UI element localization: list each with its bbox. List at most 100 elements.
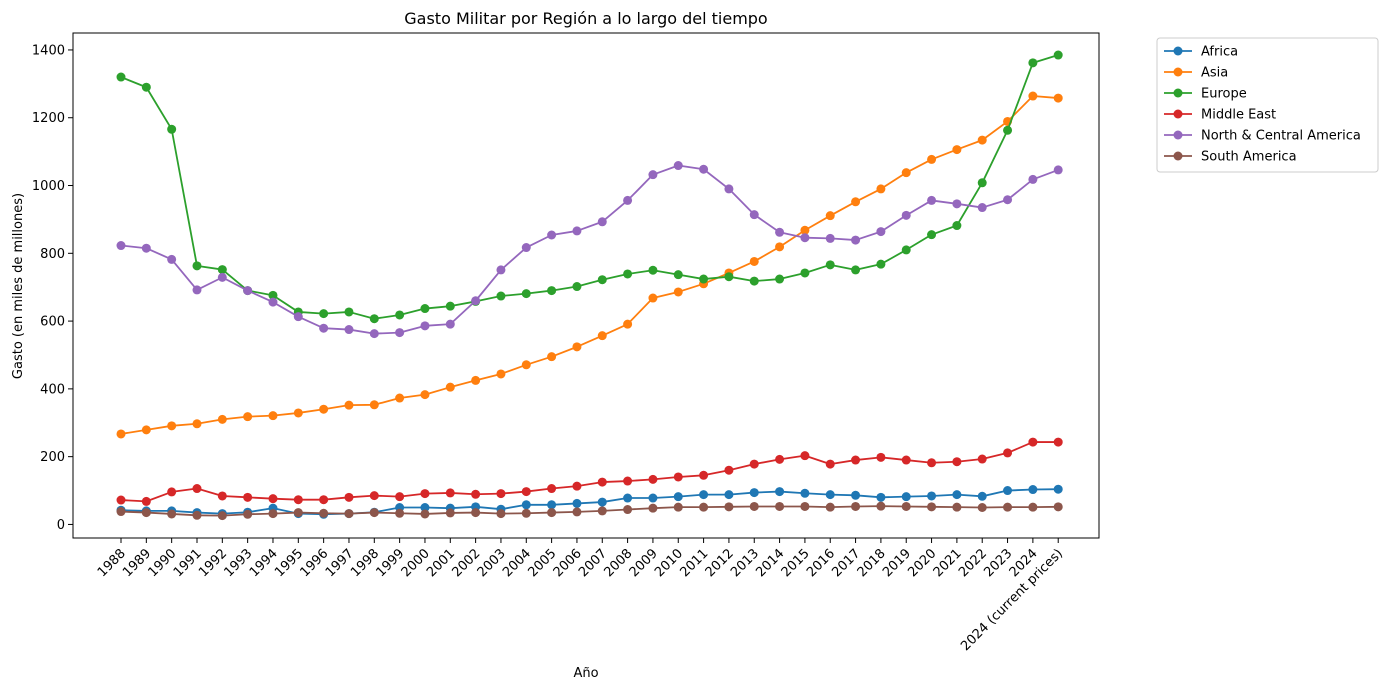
data-point <box>901 492 911 502</box>
series-europe <box>116 50 1063 324</box>
data-point <box>420 321 430 331</box>
data-point <box>749 276 759 286</box>
data-point <box>800 501 810 511</box>
x-tick-label: 1991 <box>171 546 205 580</box>
x-tick-label: 2004 <box>500 546 534 580</box>
data-point <box>521 360 531 370</box>
x-tick-label: 2006 <box>551 546 585 580</box>
data-point <box>268 494 278 504</box>
data-point <box>876 492 886 502</box>
data-point <box>597 506 607 516</box>
data-point <box>1053 484 1063 494</box>
data-point <box>1028 437 1038 447</box>
data-point <box>800 451 810 461</box>
data-point <box>1003 195 1013 205</box>
data-point <box>952 145 962 155</box>
data-point <box>749 501 759 511</box>
data-point <box>927 230 937 240</box>
data-point <box>1028 91 1038 101</box>
data-point <box>1053 165 1063 175</box>
data-point <box>319 404 329 414</box>
x-tick-label: 2003 <box>475 546 509 580</box>
data-point <box>395 310 405 320</box>
data-point <box>319 323 329 333</box>
data-point <box>1003 125 1013 135</box>
x-tick-label: 2008 <box>601 546 635 580</box>
data-point <box>749 488 759 498</box>
data-point <box>496 265 506 275</box>
data-point <box>1003 486 1013 496</box>
data-point <box>572 498 582 508</box>
data-point <box>825 233 835 243</box>
data-point <box>749 256 759 266</box>
y-axis: 0 200 400 600 800 1000 1200 1400 <box>32 43 73 533</box>
data-point <box>851 265 861 275</box>
data-point <box>623 269 633 279</box>
data-point <box>116 241 126 251</box>
data-point <box>293 495 303 505</box>
data-point <box>977 454 987 464</box>
data-point <box>1003 448 1013 458</box>
data-point <box>496 489 506 499</box>
data-point <box>268 297 278 307</box>
data-point <box>825 459 835 469</box>
data-point <box>952 502 962 512</box>
series-south-america <box>116 501 1063 521</box>
data-point <box>369 314 379 324</box>
data-point <box>699 490 709 500</box>
data-point <box>167 509 177 519</box>
data-point <box>775 487 785 497</box>
data-point <box>268 411 278 421</box>
data-point <box>699 274 709 284</box>
x-tick-label: 2021 <box>931 546 965 580</box>
data-point <box>116 507 126 517</box>
legend-label: Europe <box>1201 87 1247 102</box>
data-point <box>192 510 202 520</box>
data-point <box>344 509 354 519</box>
x-tick-label: 2000 <box>399 546 433 580</box>
data-point <box>952 221 962 231</box>
data-point <box>445 301 455 311</box>
data-point <box>724 272 734 282</box>
y-tick-label: 1400 <box>32 43 65 58</box>
data-point <box>344 400 354 410</box>
data-point <box>395 492 405 502</box>
data-point <box>572 481 582 491</box>
data-point <box>851 455 861 465</box>
data-point <box>572 226 582 236</box>
y-tick-label: 800 <box>40 247 65 262</box>
data-point <box>141 425 151 435</box>
data-point <box>369 491 379 501</box>
data-point <box>825 260 835 270</box>
data-point <box>572 342 582 352</box>
data-point <box>319 495 329 505</box>
data-point <box>749 459 759 469</box>
data-point <box>192 261 202 271</box>
data-point <box>521 508 531 518</box>
data-point <box>623 493 633 503</box>
data-point <box>724 184 734 194</box>
x-tick-label: 2019 <box>880 546 914 580</box>
y-tick-label: 600 <box>40 315 65 330</box>
data-point <box>673 492 683 502</box>
data-point <box>775 274 785 284</box>
data-point <box>521 487 531 497</box>
data-point <box>825 490 835 500</box>
plot-area-frame <box>72 32 1100 539</box>
x-tick-label: 1989 <box>120 546 154 580</box>
data-point <box>699 502 709 512</box>
data-point <box>420 390 430 400</box>
legend-entry: North & Central America <box>1164 129 1361 144</box>
series-line <box>120 164 1059 335</box>
data-point <box>901 501 911 511</box>
data-point <box>800 225 810 235</box>
data-point <box>800 233 810 243</box>
data-point <box>623 505 633 515</box>
data-point <box>851 501 861 511</box>
x-axis: 1988198919901991199219931994199519961997… <box>95 538 1066 654</box>
data-point <box>901 455 911 465</box>
data-point <box>192 285 202 295</box>
y-axis-label: Gasto (en miles de millones) <box>11 193 26 379</box>
data-point <box>268 509 278 519</box>
data-point <box>673 270 683 280</box>
